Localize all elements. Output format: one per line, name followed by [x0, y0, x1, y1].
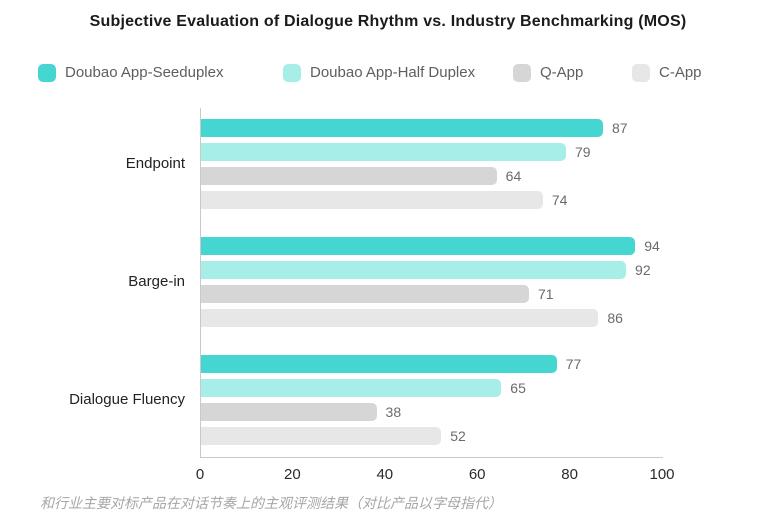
bar-row: 71: [201, 285, 663, 303]
chart-title: Subjective Evaluation of Dialogue Rhythm…: [89, 13, 687, 30]
bar: [201, 237, 636, 255]
bar: [201, 403, 377, 421]
legend-item-label: C-App: [659, 64, 702, 81]
bar-value-label: 71: [538, 286, 554, 302]
legend-item: C-App: [632, 63, 702, 82]
bar-row: 74: [201, 191, 663, 209]
bar-value-label: 65: [510, 380, 526, 396]
chart-caption: 和行业主要对标产品在对话节奏上的主观评测结果（对比产品以字母指代）: [40, 495, 502, 511]
legend-item-label: Doubao App-Seeduplex: [65, 64, 224, 81]
category-label: Dialogue Fluency: [69, 391, 185, 408]
bar-value-label: 79: [574, 144, 591, 160]
bar-row: 38: [201, 403, 663, 421]
bar-row: 77: [201, 355, 663, 373]
bar: [201, 119, 603, 137]
x-tick-label: 0: [195, 466, 205, 483]
bar-value-label: 64: [505, 168, 522, 184]
legend-swatch-icon: [513, 63, 531, 82]
bar-value-label: 77: [565, 356, 582, 372]
legend-item: Q-App: [513, 63, 583, 82]
category-label: Endpoint: [125, 155, 185, 172]
legend-item-label: Doubao App-Half Duplex: [310, 64, 476, 81]
x-tick-label: 80: [561, 466, 578, 483]
bar: [201, 261, 627, 279]
legend-swatch-icon: [632, 63, 650, 82]
legend-item: Doubao App-Seeduplex: [38, 63, 223, 82]
bar-value-label: 74: [551, 192, 568, 208]
bar: [201, 379, 502, 397]
bar-row: 86: [201, 309, 663, 327]
x-tick-label: 60: [468, 466, 486, 483]
bar-row: 92: [201, 261, 663, 279]
bar: [201, 309, 599, 327]
bar: [201, 285, 530, 303]
bar-value-label: 92: [635, 262, 651, 278]
plot-area: 87 79 64 74 94 92 71 86 77 65 38 52: [200, 108, 663, 458]
legend-item: Doubao App-Half Duplex: [283, 63, 475, 82]
x-tick-label: 20: [284, 466, 301, 483]
bar-row: 94: [201, 237, 663, 255]
legend-swatch-icon: [283, 63, 301, 82]
bar: [201, 167, 497, 185]
bar-value-label: 38: [385, 404, 402, 420]
legend-swatch-icon: [38, 63, 56, 82]
bar-row: 65: [201, 379, 663, 397]
bar-row: 79: [201, 143, 663, 161]
bar-row: 87: [201, 119, 663, 137]
bar: [201, 191, 543, 209]
legend-item-label: Q-App: [540, 64, 584, 81]
x-tick-label: 40: [376, 466, 394, 483]
bar-value-label: 87: [611, 120, 628, 136]
bar: [201, 143, 566, 161]
category-label: Barge-in: [128, 273, 185, 290]
x-tick-label: 100: [649, 466, 675, 483]
bar-value-label: 94: [644, 238, 660, 254]
bar-row: 64: [201, 167, 663, 185]
bar-value-label: 86: [607, 310, 623, 326]
bar-row: 52: [201, 427, 663, 445]
bar-value-label: 52: [450, 428, 466, 444]
bar: [201, 427, 442, 445]
bar: [201, 355, 557, 373]
